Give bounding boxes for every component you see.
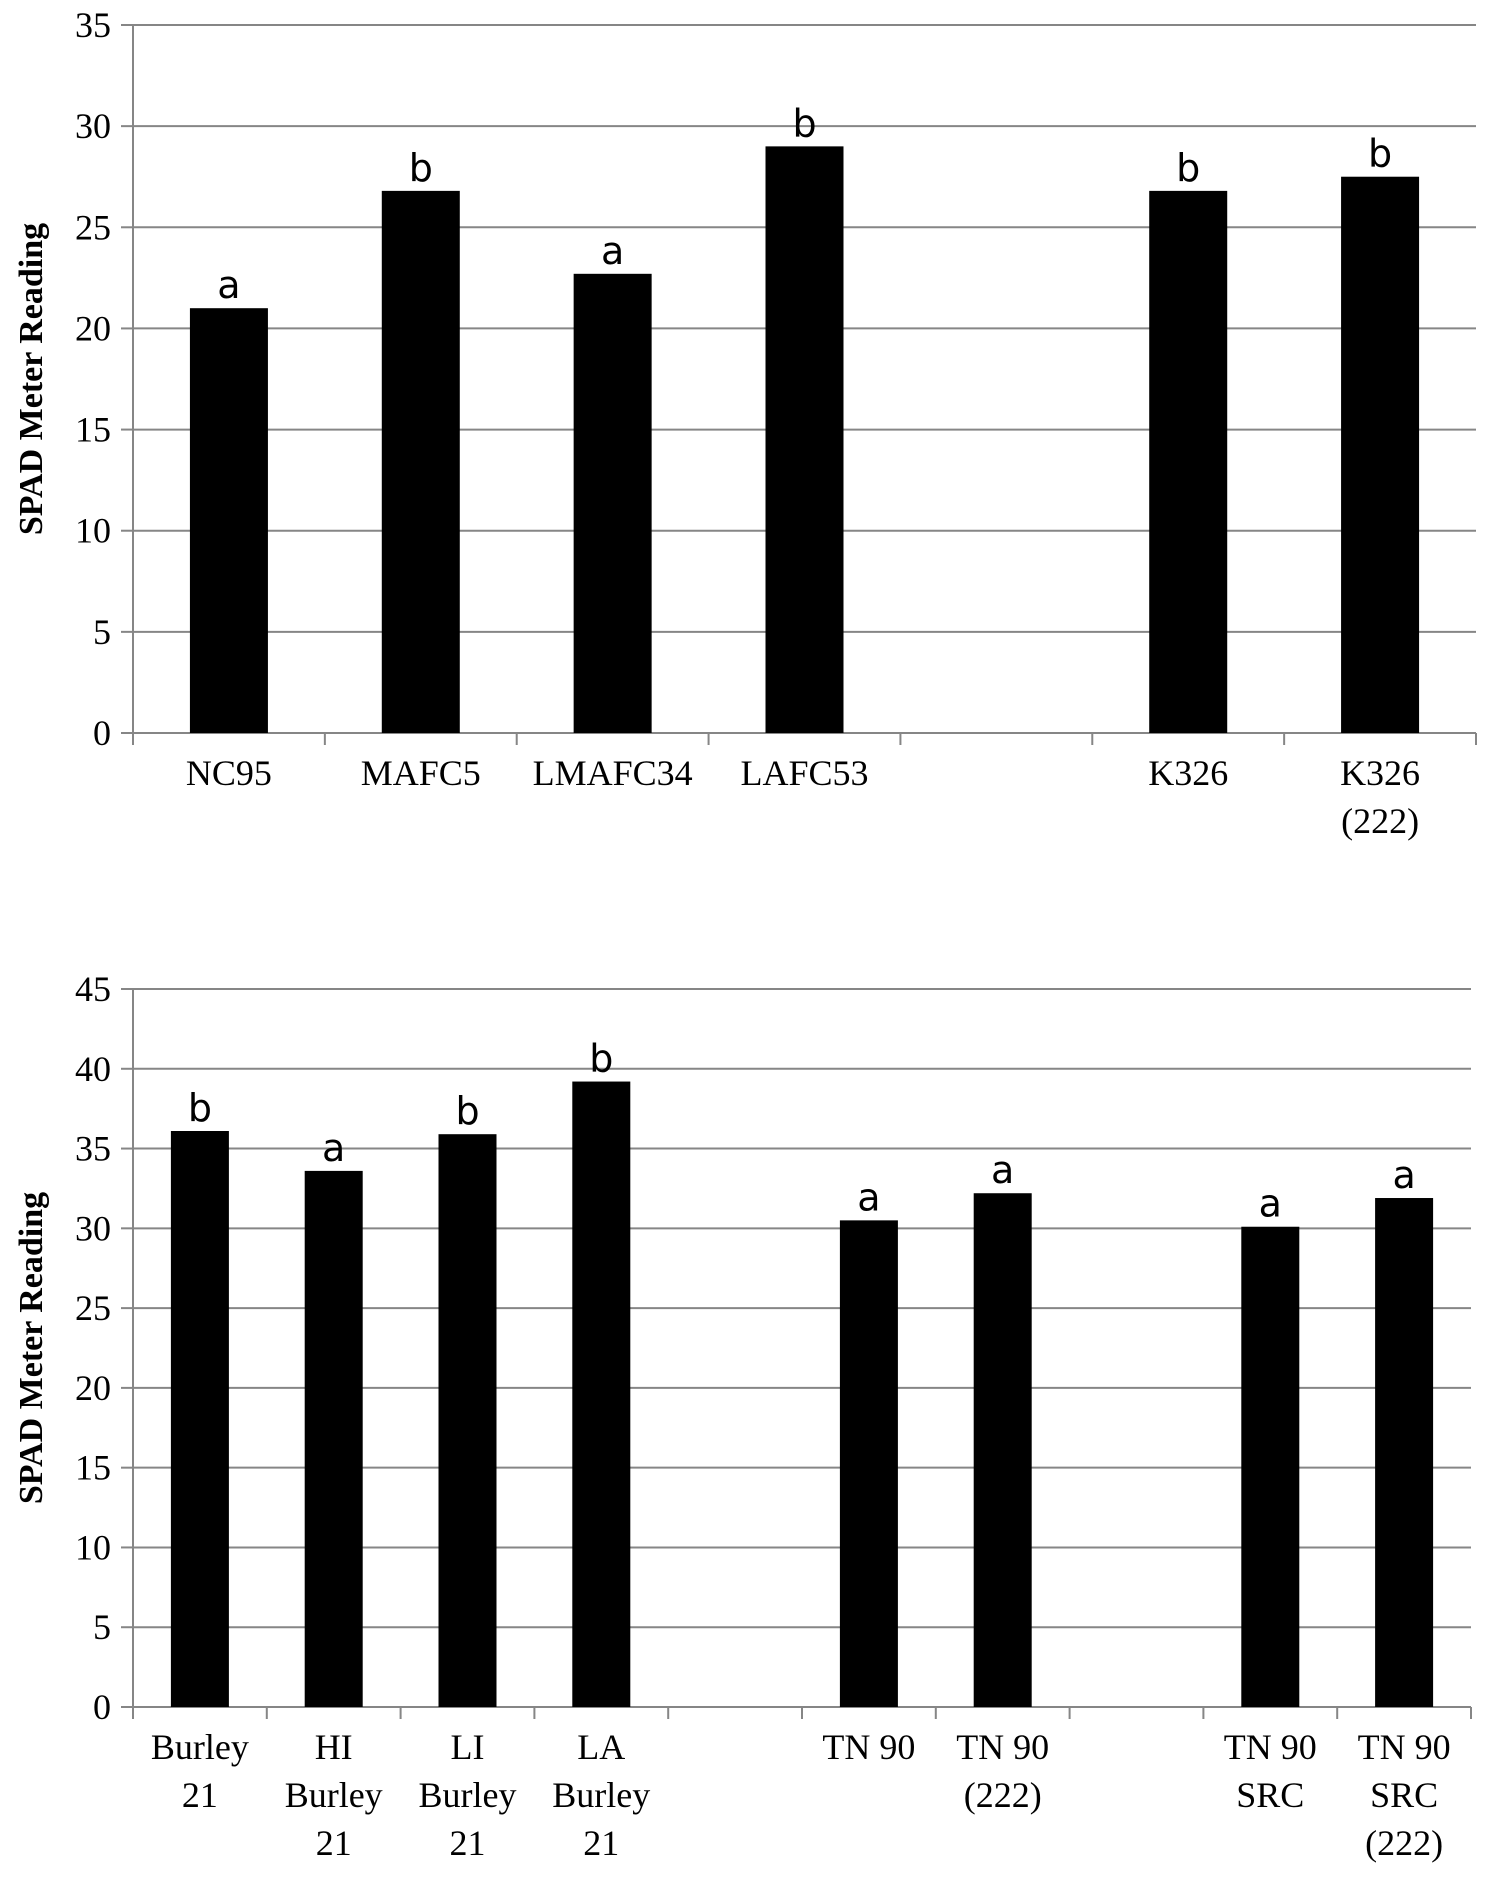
data-label: b: [409, 146, 433, 190]
x-category-label: SRC: [1370, 1775, 1438, 1815]
data-label: a: [322, 1126, 345, 1170]
y-tick-label: 30: [75, 106, 111, 146]
x-category-label: Burley: [285, 1775, 383, 1815]
y-tick-label: 15: [75, 1448, 111, 1488]
y-tick-label: 5: [93, 1607, 111, 1647]
bar: [381, 190, 460, 734]
bar: [1149, 190, 1228, 734]
bar: [170, 1131, 229, 1707]
y-tick-label: 30: [75, 1208, 111, 1248]
x-category-label: K326: [1340, 753, 1420, 793]
y-tick-label: 10: [75, 1527, 111, 1567]
x-category-label: HI: [315, 1727, 353, 1767]
bar: [1375, 1198, 1434, 1707]
x-category-label: 21: [316, 1823, 352, 1863]
y-tick-label: 35: [75, 1129, 111, 1169]
x-category-label: K326: [1148, 753, 1228, 793]
x-category-label: LA: [577, 1727, 625, 1767]
x-category-label: 21: [583, 1823, 619, 1863]
x-category-label: LMAFC34: [533, 753, 693, 793]
data-label: b: [455, 1089, 479, 1133]
y-axis-title: SPAD Meter Reading: [13, 1192, 50, 1504]
data-label: a: [857, 1175, 880, 1219]
x-category-label: TN 90: [1358, 1727, 1451, 1767]
bar: [765, 146, 844, 733]
bar: [839, 1220, 898, 1707]
bar: [573, 273, 652, 733]
y-tick-label: 5: [93, 612, 111, 652]
x-category-label: MAFC5: [361, 753, 481, 793]
y-tick-label: 20: [75, 308, 111, 348]
y-axis-title: SPAD Meter Reading: [13, 223, 50, 535]
x-category-label: 21: [450, 1823, 486, 1863]
y-tick-label: 0: [93, 1687, 111, 1727]
data-label: a: [601, 229, 624, 273]
x-category-label: NC95: [186, 753, 272, 793]
y-tick-label: 45: [75, 969, 111, 1009]
x-category-label: 21: [182, 1775, 218, 1815]
y-tick-label: 25: [75, 1288, 111, 1328]
bar: [189, 308, 268, 733]
x-category-label: SRC: [1236, 1775, 1304, 1815]
bar: [973, 1193, 1032, 1707]
x-category-label: LAFC53: [740, 753, 868, 793]
data-label: b: [589, 1037, 613, 1081]
bar: [1341, 176, 1420, 733]
data-label: a: [1259, 1182, 1282, 1226]
x-category-label: TN 90: [956, 1727, 1049, 1767]
y-tick-label: 40: [75, 1049, 111, 1089]
data-label: a: [217, 263, 240, 307]
data-label: b: [792, 101, 816, 145]
spad-chart-burley: 0 5 10 15 20 25 30 35 40 45 b Burley 21 a HI Burley 21 b L…: [13, 969, 1472, 1863]
y-tick-label: 35: [75, 5, 111, 45]
bar: [1241, 1226, 1300, 1707]
x-category-label: TN 90: [822, 1727, 915, 1767]
x-category-label: LI: [451, 1727, 485, 1767]
bar: [438, 1134, 497, 1707]
spad-chart-flue-cured: 0 5 10 15 20 25 30 35 a NC95 b MAFC5 a LMAFC34 b LAFC53…: [13, 5, 1477, 841]
data-label: b: [1368, 132, 1392, 176]
data-label: a: [1392, 1153, 1415, 1197]
data-label: b: [1176, 146, 1200, 190]
bar: [572, 1081, 631, 1707]
y-tick-label: 10: [75, 511, 111, 551]
x-category-label: Burley: [552, 1775, 650, 1815]
x-category-label: Burley: [151, 1727, 249, 1767]
x-category-label: (222): [964, 1775, 1042, 1815]
y-tick-label: 0: [93, 713, 111, 753]
x-category-label: (222): [1365, 1823, 1443, 1863]
y-tick-label: 20: [75, 1368, 111, 1408]
y-tick-label: 25: [75, 207, 111, 247]
y-tick-label: 15: [75, 410, 111, 450]
data-label: b: [188, 1086, 212, 1130]
x-category-label: (222): [1341, 801, 1419, 841]
data-label: a: [991, 1148, 1014, 1192]
x-category-label: TN 90: [1224, 1727, 1317, 1767]
x-category-label: Burley: [419, 1775, 517, 1815]
bar: [304, 1170, 363, 1707]
